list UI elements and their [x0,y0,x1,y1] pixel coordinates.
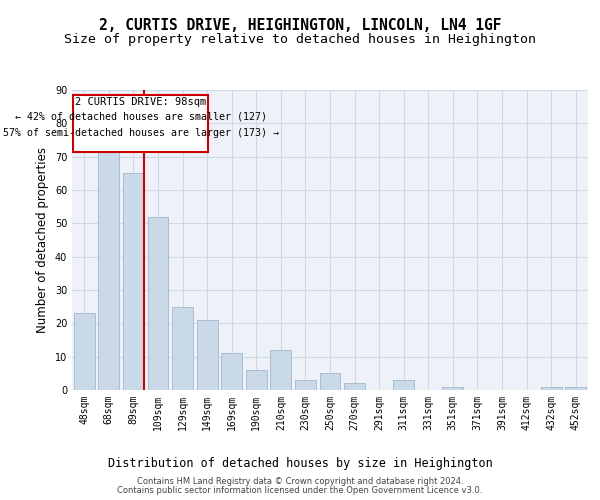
Bar [246,370,267,390]
Text: Contains HM Land Registry data © Crown copyright and database right 2024.: Contains HM Land Registry data © Crown c… [137,477,463,486]
Bar [344,384,365,390]
Bar [320,374,340,390]
Bar [197,320,218,390]
Bar [74,314,95,390]
Text: Contains public sector information licensed under the Open Government Licence v3: Contains public sector information licen… [118,486,482,495]
Bar [148,216,169,390]
Y-axis label: Number of detached properties: Number of detached properties [36,147,49,333]
Bar [271,350,292,390]
Bar [541,386,562,390]
Text: Size of property relative to detached houses in Heighington: Size of property relative to detached ho… [64,32,536,46]
Bar [565,386,586,390]
Text: 2, CURTIS DRIVE, HEIGHINGTON, LINCOLN, LN4 1GF: 2, CURTIS DRIVE, HEIGHINGTON, LINCOLN, L… [99,18,501,32]
Text: ← 42% of detached houses are smaller (127): ← 42% of detached houses are smaller (12… [15,112,267,122]
Bar [221,354,242,390]
Text: 2 CURTIS DRIVE: 98sqm: 2 CURTIS DRIVE: 98sqm [75,96,206,106]
FancyBboxPatch shape [73,95,208,152]
Bar [393,380,414,390]
Bar [172,306,193,390]
Bar [442,386,463,390]
Bar [123,174,144,390]
Text: Distribution of detached houses by size in Heighington: Distribution of detached houses by size … [107,458,493,470]
Text: 57% of semi-detached houses are larger (173) →: 57% of semi-detached houses are larger (… [3,128,279,138]
Bar [295,380,316,390]
Bar [98,146,119,390]
